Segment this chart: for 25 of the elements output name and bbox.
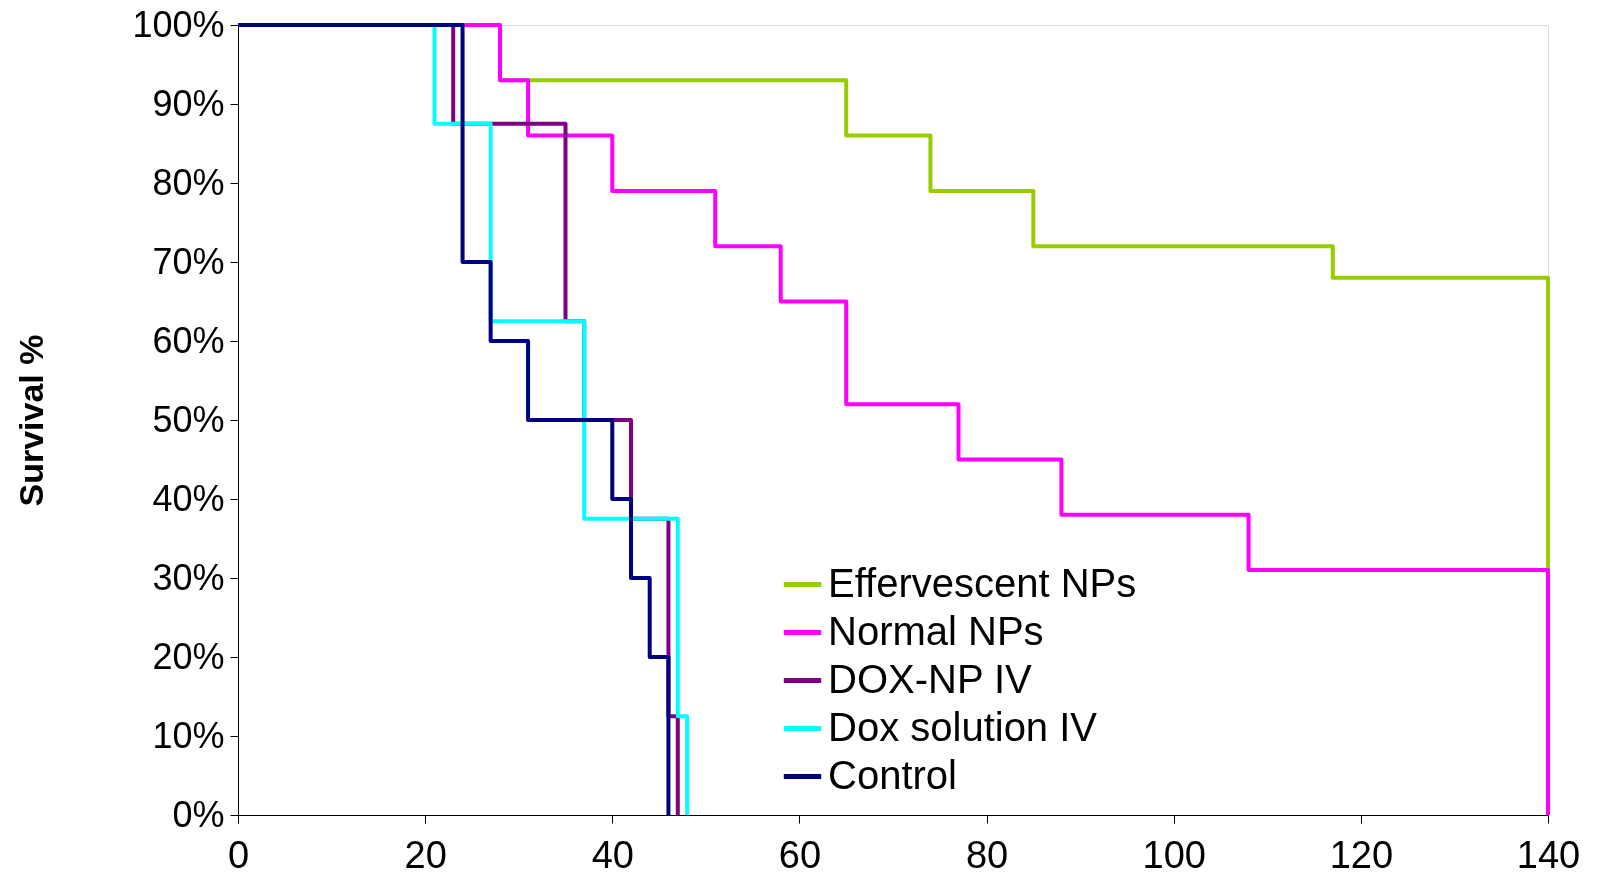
x-tick-label: 60	[778, 833, 822, 876]
y-tick-label: 90%	[152, 82, 225, 124]
y-tick-label: 60%	[152, 319, 225, 361]
x-tick-label: 120	[1329, 833, 1394, 876]
x-tick-label: 140	[1516, 833, 1581, 876]
x-tick-label: 40	[591, 833, 634, 876]
y-tick-label: 30%	[152, 556, 225, 598]
legend-label: DOX-NP IV	[828, 656, 1033, 701]
x-tick-label: 20	[404, 833, 447, 876]
x-tick-label: 100	[1142, 833, 1206, 876]
y-tick-label: 80%	[152, 161, 225, 203]
legend-label: Dox solution IV	[828, 704, 1098, 749]
y-tick-label: 50%	[152, 398, 225, 440]
y-tick-label: 0%	[172, 793, 225, 835]
legend-label: Normal NPs	[828, 608, 1044, 653]
x-tick-label: 0	[227, 833, 250, 876]
legend-label: Effervescent NPs	[828, 560, 1137, 605]
y-tick-label: 70%	[152, 240, 225, 282]
x-tick-label: 80	[965, 833, 1009, 876]
y-tick-label: 40%	[152, 477, 225, 519]
y-tick-label: 100%	[132, 3, 225, 45]
y-tick-label: 20%	[152, 635, 225, 677]
legend-label: Control	[828, 752, 957, 797]
y-axis-title: Survival %	[12, 334, 51, 507]
y-tick-label: 10%	[152, 714, 225, 756]
